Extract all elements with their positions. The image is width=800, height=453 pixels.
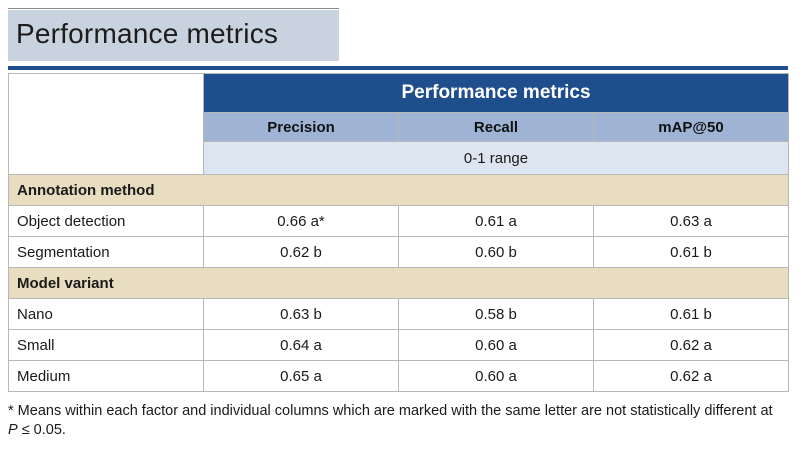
row-label: Segmentation [8, 236, 204, 268]
table-top-rule [8, 66, 788, 70]
table-row: Small 0.64 a 0.60 a 0.62 a [8, 329, 790, 361]
page-title: Performance metrics [16, 18, 279, 49]
column-header-recall: Recall [398, 112, 594, 142]
metrics-table-container: Performance metrics Precision Recall mAP… [7, 73, 790, 392]
cell-recall: 0.60 a [398, 329, 594, 361]
row-label: Nano [8, 298, 204, 330]
table-row: Nano 0.63 b 0.58 b 0.61 b [8, 298, 790, 330]
cell-recall: 0.60 b [398, 236, 594, 268]
group-label: Annotation method [7, 174, 790, 206]
cell-precision: 0.64 a [203, 329, 399, 361]
metrics-group-header: Performance metrics [202, 73, 790, 113]
row-label: Medium [8, 360, 204, 392]
title-banner: Performance metrics [8, 10, 339, 61]
table-row: Segmentation 0.62 b 0.60 b 0.61 b [8, 236, 790, 268]
footnote: * Means within each factor and individua… [8, 402, 792, 440]
cell-precision: 0.62 b [203, 236, 399, 268]
table-row: Object detection 0.66 a* 0.61 a 0.63 a [8, 205, 790, 237]
group-label: Model variant [7, 267, 790, 299]
cell-map50: 0.61 b [592, 298, 790, 330]
footnote-p-symbol: P [8, 422, 18, 438]
row-label: Object detection [8, 205, 204, 237]
cell-map50: 0.61 b [592, 236, 790, 268]
title-top-rule [8, 8, 339, 9]
footnote-line1: * Means within each factor and individua… [8, 403, 773, 419]
column-header-map50: mAP@50 [592, 112, 790, 142]
table-row: Medium 0.65 a 0.60 a 0.62 a [8, 360, 790, 392]
column-header-precision: Precision [203, 112, 399, 142]
cell-precision: 0.66 a* [203, 205, 399, 237]
group-row-model-variant: Model variant [7, 267, 790, 299]
group-row-annotation-method: Annotation method [7, 174, 790, 206]
corner-cell [8, 73, 204, 175]
metrics-table: Performance metrics Precision Recall mAP… [7, 73, 790, 392]
cell-recall: 0.61 a [398, 205, 594, 237]
cell-map50: 0.62 a [592, 329, 790, 361]
cell-recall: 0.60 a [398, 360, 594, 392]
range-note: 0-1 range [202, 141, 790, 175]
row-label: Small [8, 329, 204, 361]
cell-map50: 0.62 a [592, 360, 790, 392]
cell-precision: 0.65 a [203, 360, 399, 392]
cell-recall: 0.58 b [398, 298, 594, 330]
footnote-line2: ≤ 0.05. [17, 422, 66, 438]
cell-map50: 0.63 a [592, 205, 790, 237]
cell-precision: 0.63 b [203, 298, 399, 330]
